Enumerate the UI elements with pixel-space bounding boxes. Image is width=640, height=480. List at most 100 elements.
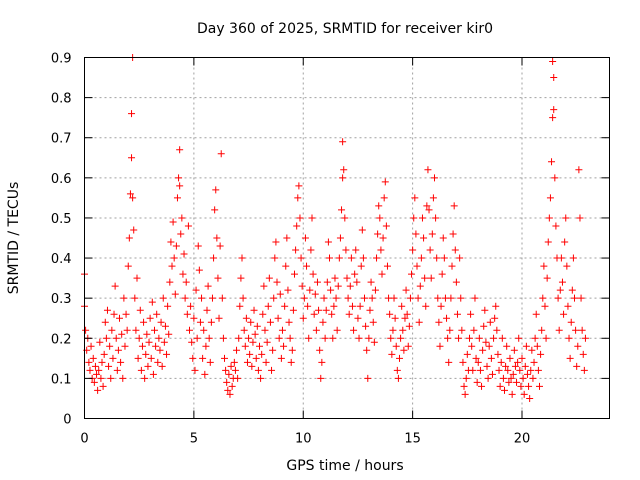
data-point (152, 342, 160, 350)
data-point (233, 346, 241, 354)
data-point (328, 310, 336, 318)
data-point (90, 378, 98, 386)
data-point (130, 226, 138, 234)
data-point (322, 306, 330, 314)
data-point (247, 318, 255, 326)
data-point (540, 262, 548, 270)
data-point (531, 334, 539, 342)
data-point (371, 286, 379, 294)
data-point (190, 314, 198, 322)
data-point (366, 306, 374, 314)
data-point (102, 334, 110, 342)
data-point (117, 358, 125, 366)
data-point (157, 318, 165, 326)
data-point (517, 382, 525, 390)
data-point (126, 190, 134, 198)
data-point (350, 326, 358, 334)
data-point (262, 358, 270, 366)
data-point (485, 342, 493, 350)
data-point (431, 174, 438, 182)
data-point (266, 318, 274, 326)
data-point (462, 374, 470, 382)
data-point (241, 342, 249, 350)
data-point (394, 374, 402, 382)
data-point (206, 358, 214, 366)
data-point (556, 286, 564, 294)
data-point (408, 270, 416, 278)
data-point (225, 370, 233, 378)
data-point (355, 334, 363, 342)
data-point (198, 294, 206, 302)
data-point (528, 346, 536, 354)
data-point (484, 374, 492, 382)
data-point (432, 214, 440, 222)
data-point (259, 310, 267, 318)
data-point (436, 342, 444, 350)
data-point (453, 310, 461, 318)
y-tick-label: 0.9 (51, 52, 72, 67)
data-point (469, 366, 477, 374)
data-point (513, 378, 521, 386)
data-point (93, 370, 101, 378)
data-point (306, 286, 314, 294)
data-point (367, 278, 375, 286)
data-point (427, 274, 435, 282)
data-point (163, 350, 171, 358)
data-point (231, 366, 239, 374)
data-point (192, 286, 200, 294)
data-point (560, 310, 568, 318)
data-point (177, 230, 185, 238)
data-point (320, 294, 328, 302)
data-point (202, 342, 210, 350)
data-point (348, 302, 356, 310)
data-point (297, 254, 305, 262)
data-point (165, 330, 173, 338)
data-point (498, 334, 506, 342)
data-point (340, 166, 348, 174)
data-point (351, 270, 359, 278)
data-point (420, 234, 428, 242)
data-point (122, 310, 130, 318)
data-point (128, 110, 136, 118)
data-point (358, 226, 366, 234)
data-point (132, 326, 140, 334)
data-point (380, 194, 388, 202)
data-points (81, 54, 589, 402)
data-point (309, 270, 317, 278)
data-point (403, 310, 411, 318)
data-point (502, 362, 510, 370)
data-point (450, 202, 458, 210)
data-point (460, 382, 468, 390)
data-point (273, 278, 281, 286)
data-point (421, 274, 429, 282)
data-point (490, 334, 498, 342)
data-point (85, 358, 93, 366)
data-point (565, 334, 573, 342)
data-point (140, 318, 148, 326)
data-point (437, 302, 445, 310)
data-point (576, 214, 584, 222)
data-point (538, 326, 546, 334)
data-point (146, 314, 154, 322)
data-point (491, 314, 499, 322)
data-point (483, 362, 491, 370)
data-point (499, 374, 507, 382)
data-point (211, 206, 219, 214)
data-point (417, 254, 425, 262)
data-point (253, 322, 261, 330)
data-point (503, 342, 511, 350)
data-point (364, 374, 372, 382)
data-point (134, 354, 142, 362)
data-point (376, 214, 384, 222)
data-point (183, 310, 191, 318)
data-point (382, 222, 390, 230)
data-point (327, 286, 335, 294)
data-point (299, 314, 307, 322)
data-point (283, 234, 291, 242)
data-point (334, 282, 342, 290)
grid (84, 57, 610, 419)
data-point (558, 278, 566, 286)
data-point (109, 354, 117, 362)
data-point (238, 254, 246, 262)
data-point (452, 278, 460, 286)
